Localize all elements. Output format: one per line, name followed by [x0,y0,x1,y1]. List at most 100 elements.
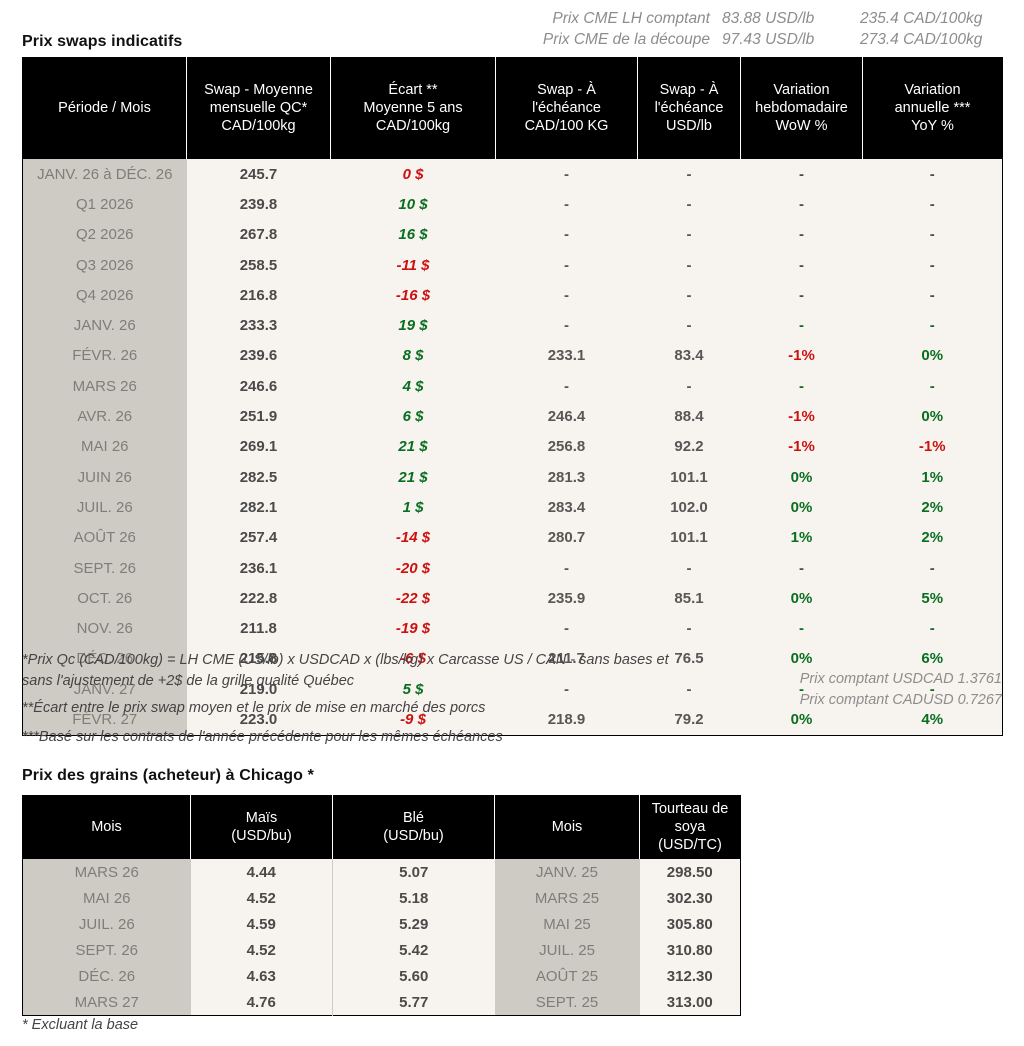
header-line: CAD/100 KG [524,118,609,134]
cell-soya: 298.50 [639,858,741,885]
cell-periode: OCT. 26 [22,583,187,614]
header-line: mensuelle QC* [209,100,308,116]
grains-table: Mois Maïs (USD/bu) Blé (USD/bu) Mois Tou… [22,795,741,1016]
cell-swap-echeance-cad: - [495,189,638,220]
cell-periode: JANV. 27 [22,674,187,705]
cell-variation-yoy: - [862,371,1003,402]
cell-periode: AVR. 26 [22,401,187,432]
header-line: Swap - À [537,82,596,98]
cell-swap-echeance-cad: - [495,158,638,190]
cell-swap-echeance-usd: - [637,249,741,281]
cell-swap-moyenne: 251.9 [186,401,331,432]
cell-ecart: 4 $ [330,371,496,402]
cell-swap-echeance-usd: - [637,674,741,705]
cell-swap-echeance-cad: 233.1 [495,340,638,372]
cell-grains-mois-2: MARS 25 [494,885,640,911]
cme-cutout-usd: 97.43 USD/lb [722,31,815,48]
col-header-grains-mois-2: Mois [494,795,640,859]
cell-ecart: -9 $ [330,704,496,736]
cell-ecart: -22 $ [330,583,496,614]
cell-periode: FÉVR. 27 [22,704,187,736]
table-row: FÉVR. 26 239.6 8 $233.1 83.4 -1% 0% [22,340,1003,372]
cell-swap-moyenne: 245.7 [186,158,331,190]
cell-variation-wow: - [740,158,863,190]
header-line: USD/lb [666,118,712,134]
cell-variation-yoy: 1% [862,461,1003,493]
col-header-periode: Période / Mois [22,57,187,159]
cell-variation-yoy: 2% [862,522,1003,553]
cell-variation-yoy: - [862,310,1003,341]
cell-soya: 312.30 [639,963,741,989]
cell-swap-echeance-usd: - [637,219,741,250]
cell-variation-wow: - [740,613,863,644]
header-line: Maïs [245,810,278,826]
cell-ecart: 0 $ [330,158,496,190]
cell-variation-yoy: 2% [862,492,1003,523]
cell-ecart: -19 $ [330,613,496,644]
cell-swap-moyenne: 239.6 [186,340,331,372]
cell-ecart: 16 $ [330,219,496,250]
cell-soya: 302.30 [639,885,741,911]
swaps-section-title: Prix swaps indicatifs [22,33,183,50]
cell-periode: AOÛT 26 [22,522,187,553]
cell-swap-echeance-cad: 281.3 [495,461,638,493]
cme-quote-row: Prix CME de la découpe 97.43 USD/lb 273.… [543,29,1002,50]
cell-soya: 310.80 [639,937,741,963]
cell-swap-echeance-cad: - [495,674,638,705]
cell-swap-moyenne: 246.6 [186,371,331,402]
cell-ecart: 10 $ [330,189,496,220]
cme-cutout-cad: 273.4 CAD/100kg [860,31,983,48]
col-header-mais: Maïs (USD/bu) [190,795,333,859]
grains-header-row: Mois Maïs (USD/bu) Blé (USD/bu) Mois Tou… [22,795,741,859]
cell-swap-moyenne: 216.8 [186,280,331,311]
cell-grains-mois: MAI 26 [22,885,191,911]
header-line: annuelle *** [894,100,971,116]
header-line: CAD/100kg [375,118,451,134]
cell-variation-wow: 1% [740,522,863,553]
header-line: Période / Mois [58,100,151,116]
header-line: l'échéance [532,100,601,116]
cell-grains-mois: MARS 26 [22,858,191,885]
table-row: JUIL. 26 4.59 5.29 MAI 25 305.80 [22,911,741,937]
cell-ble: 5.07 [332,858,495,885]
swaps-footnotes: *Prix Qc (CAD/100kg) = LH CME (US/lb) x … [22,650,742,756]
header-line: Mois [551,819,583,835]
cell-variation-wow: 0% [740,704,863,736]
cell-swap-moyenne: 239.8 [186,189,331,220]
table-row: MARS 26 4.44 5.07 JANV. 25 298.50 [22,858,741,885]
grains-section-title: Prix des grains (acheteur) à Chicago * [22,767,314,784]
header-line: Blé [403,810,424,826]
cell-swap-moyenne: 282.1 [186,492,331,523]
table-row: JANV. 26 233.3 19 $ - - - - [22,310,1003,341]
cell-grains-mois: JUIL. 26 [22,911,191,937]
header-line: soya [674,819,706,835]
table-row: MARS 27 4.76 5.77 SEPT. 25 313.00 [22,989,741,1016]
cell-swap-moyenne: 219.0 [186,674,331,705]
col-header-grains-mois: Mois [22,795,191,859]
cell-swap-echeance-cad: - [495,249,638,281]
col-header-variation-wow: Variation hebdomadaire WoW % [740,57,863,159]
cme-cutout-label: Prix CME de la découpe [542,31,710,48]
table-row: Q2 2026 267.8 16 $ - - - - [22,219,1003,250]
cell-ecart: -16 $ [330,280,496,311]
col-header-ecart: Écart ** Moyenne 5 ans CAD/100kg [330,57,496,159]
cell-variation-yoy: - [862,158,1003,190]
cell-variation-wow: -1% [740,401,863,432]
cell-swap-echeance-usd: 102.0 [637,492,741,523]
cell-variation-yoy: 4% [862,704,1003,736]
cell-ble: 5.18 [332,885,495,911]
cell-ble: 5.29 [332,911,495,937]
grains-footnote: * Excluant la base [22,1017,139,1033]
cell-ecart: 6 $ [330,401,496,432]
cell-variation-wow: 0% [740,583,863,614]
cell-variation-wow: - [740,371,863,402]
footnote-2: **Écart entre le prix swap moyen et le p… [22,700,486,716]
cme-quote-block: Prix CME LH comptant 83.88 USD/lb 235.4 … [543,8,1002,50]
cell-swap-moyenne: 223.0 [186,704,331,736]
cell-periode: SEPT. 26 [22,552,187,584]
cell-swap-echeance-usd: 92.2 [637,431,741,462]
table-row: JANV. 26 à DÉC. 26 245.7 0 $ - - - - [22,158,1003,190]
table-row: AVR. 26 251.9 6 $246.4 88.4 -1% 0% [22,401,1003,432]
table-row: MARS 26 246.6 4 $ - - - - [22,371,1003,402]
table-row: OCT. 26 222.8 -22 $235.9 85.1 0% 5% [22,583,1003,614]
